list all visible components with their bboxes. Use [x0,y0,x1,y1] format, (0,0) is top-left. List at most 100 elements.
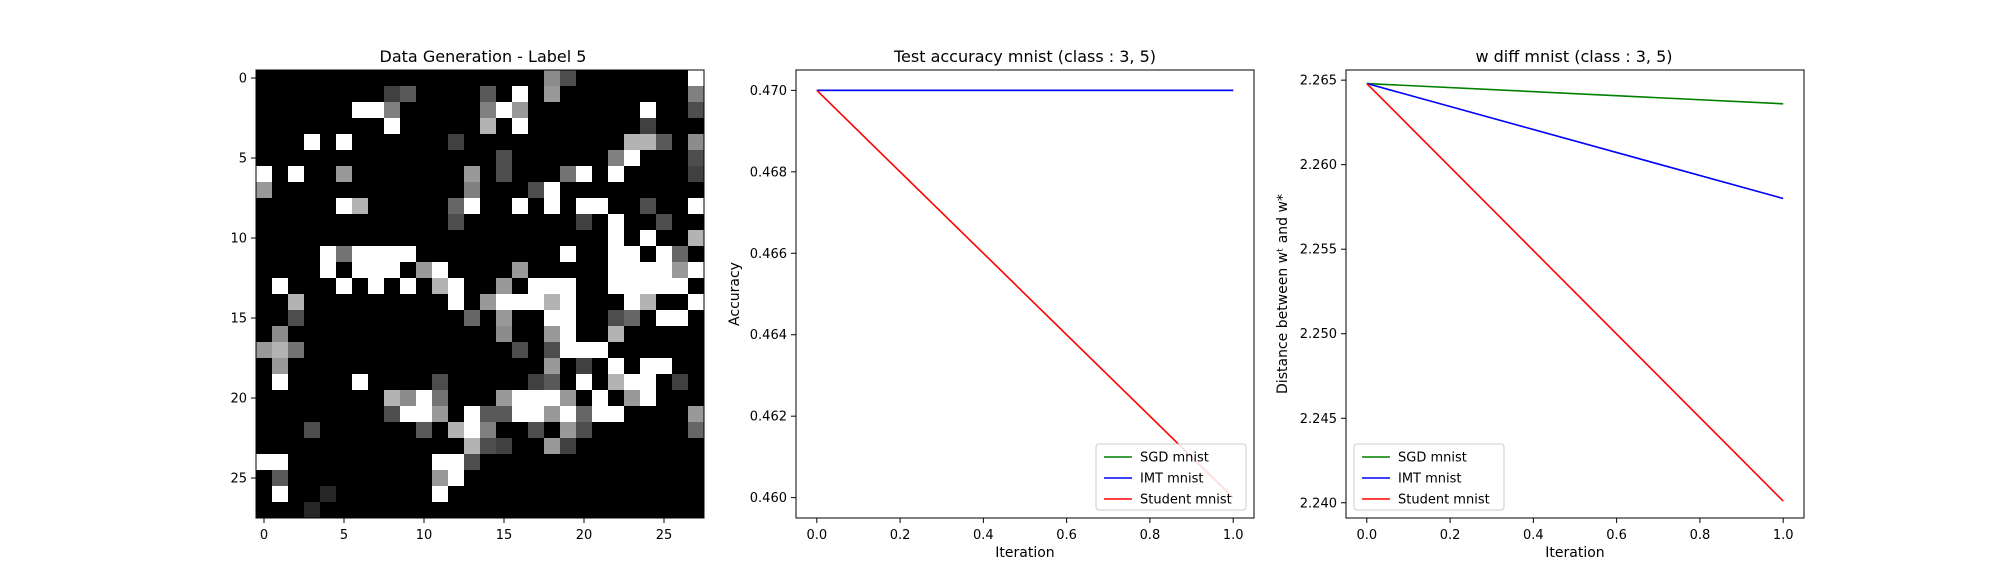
heatmap-cell [416,262,433,279]
heatmap-cell [272,166,289,183]
x-tick-label: 0.6 [1056,528,1077,543]
heatmap-cell [656,390,673,407]
heatmap-cell [320,166,337,183]
heatmap-cell [592,486,609,503]
heatmap-cell [496,118,513,135]
heatmap-cell [288,374,305,391]
heatmap-cell [288,70,305,87]
accuracy-panel: Test accuracy mnist (class : 3, 5) 0.0 0.… [727,47,1255,561]
heatmap-cell [464,438,481,455]
heatmap-cell [512,390,529,407]
heatmap-cell [304,70,321,87]
heatmap-cell [464,262,481,279]
heatmap-cell [352,502,369,519]
heatmap-cell [656,342,673,359]
heatmap-cell [352,118,369,135]
heatmap-title: Data Generation - Label 5 [380,47,587,66]
heatmap-cell [528,374,545,391]
accuracy-legend: SGD mnist IMT mnist Student mnist [1095,443,1247,511]
heatmap-cell [544,438,561,455]
heatmap-cell [272,502,289,519]
heatmap-cell [416,214,433,231]
heatmap-cell [464,406,481,423]
heatmap-cell [640,294,657,311]
heatmap-cell [336,86,353,103]
heatmap-cell [384,294,401,311]
heatmap-cell [496,214,513,231]
heatmap-cell [512,358,529,375]
heatmap-cell [688,326,705,343]
heatmap-cell [608,166,625,183]
heatmap-cell [448,278,465,295]
heatmap-cell [576,150,593,167]
heatmap-cell [640,470,657,487]
heatmap-y-tick-label: 15 [230,312,247,327]
heatmap-cell [448,486,465,503]
heatmap-cell [256,198,273,215]
heatmap-cell [624,70,641,87]
heatmap-cell [368,70,385,87]
heatmap-cell [336,390,353,407]
heatmap-cell [448,502,465,519]
heatmap-cell [272,198,289,215]
heatmap-cell [448,310,465,327]
heatmap-cell [320,310,337,327]
heatmap-cell [656,486,673,503]
heatmap-cell [400,166,417,183]
heatmap-cell [672,390,689,407]
heatmap-cell [640,390,657,407]
heatmap-cell [432,326,449,343]
y-tick-label: 0.468 [750,165,787,180]
heatmap-cell [624,86,641,103]
heatmap-cell [576,166,593,183]
heatmap-cell [560,118,577,135]
heatmap-cell [464,470,481,487]
heatmap-cell [272,278,289,295]
heatmap-cell [496,342,513,359]
heatmap-cell [464,214,481,231]
wdiff-legend: SGD mnist IMT mnist Student mnist [1353,443,1505,511]
heatmap-cell [480,390,497,407]
heatmap-cell [688,358,705,375]
heatmap-cell [640,486,657,503]
heatmap-cell [368,102,385,119]
heatmap-cell [672,422,689,439]
heatmap-cell [464,246,481,263]
heatmap-cell [496,294,513,311]
heatmap-cell [368,230,385,247]
heatmap-cell [320,150,337,167]
series-line-imt-mnist [1366,82,1784,200]
heatmap-cell [256,342,273,359]
heatmap-cell [672,230,689,247]
heatmap-cell [576,262,593,279]
heatmap-cell [656,198,673,215]
heatmap-cell [368,278,385,295]
heatmap-cell [672,342,689,359]
heatmap-cell [528,294,545,311]
heatmap-cell [288,262,305,279]
heatmap-cell [400,486,417,503]
heatmap-cell [432,422,449,439]
heatmap-cell [384,310,401,327]
heatmap-cell [624,438,641,455]
heatmap-cell [608,438,625,455]
heatmap-cell [496,182,513,199]
heatmap-cell [608,262,625,279]
heatmap-cell [256,246,273,263]
heatmap-cell [432,342,449,359]
heatmap-cell [528,422,545,439]
heatmap-cell [560,214,577,231]
heatmap-cell [400,310,417,327]
heatmap-cell [400,118,417,135]
heatmap-cell [320,182,337,199]
heatmap-cell [640,278,657,295]
heatmap-cell [416,278,433,295]
heatmap-cell [448,166,465,183]
legend-box [1095,443,1247,511]
heatmap-cell [560,358,577,375]
heatmap-cell [624,150,641,167]
heatmap-cell [288,342,305,359]
heatmap-cell [512,470,529,487]
heatmap-cell [544,86,561,103]
heatmap-cell [336,214,353,231]
